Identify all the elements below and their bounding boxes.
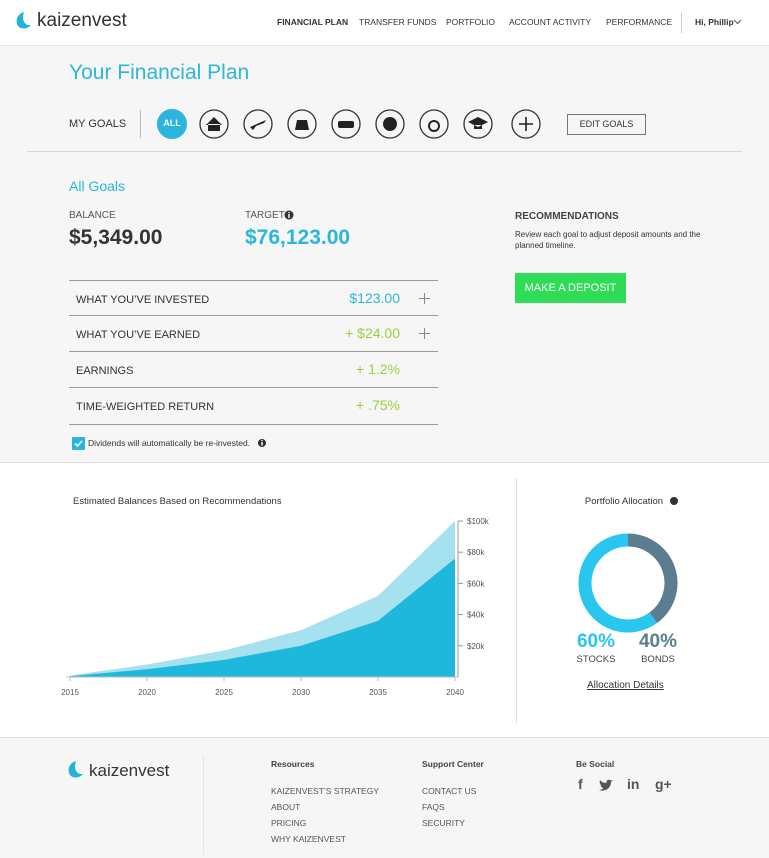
edit-goals-button[interactable]: EDIT GOALS (567, 114, 646, 135)
user-menu[interactable]: Hi, Phillip (695, 17, 734, 27)
y-tick-label: $100k (467, 517, 490, 526)
chart-title: Portfolio Allocation (585, 496, 663, 507)
value-label: 60% (577, 631, 615, 652)
page-title: Your Financial Plan (69, 61, 250, 84)
recommendations-text: Review each goal to adjust deposit amoun… (515, 230, 701, 250)
row-value: + .75% (356, 397, 400, 413)
info-icon[interactable] (670, 497, 678, 505)
separator (681, 13, 682, 33)
social-icon[interactable]: f (578, 776, 583, 792)
footer-heading: Resources (271, 759, 315, 769)
goals-label: MY GOALS (69, 118, 127, 130)
target: $76,123.00 (245, 226, 351, 249)
y-tick-label: $60k (467, 579, 485, 588)
target-label: TARGET (245, 210, 285, 221)
logo-icon (68, 761, 83, 778)
nav-item[interactable]: FINANCIAL PLAN (277, 17, 349, 27)
nav-item[interactable]: PORTFOLIO (446, 17, 495, 27)
allocation-chart: Portfolio Allocation 60% STOCKS 40% BONDS (577, 496, 678, 665)
value-label: 40% (639, 631, 677, 652)
social-icon[interactable]: in (627, 776, 640, 792)
recommendations-title: RECOMMENDATIONS (515, 211, 619, 222)
summary-row: WHAT YOU’VE EARNED + $24.00 (69, 315, 438, 351)
x-tick-label: 2030 (292, 688, 310, 697)
row-label: TIME-WEIGHTED RETURN (76, 401, 215, 413)
goal-all[interactable] (157, 109, 187, 139)
donut-segment (578, 533, 658, 633)
summary-row: WHAT YOU’VE INVESTED $123.00 (69, 280, 438, 316)
footer-link[interactable]: FAQS (422, 802, 445, 812)
footer-link[interactable]: PRICING (271, 818, 307, 828)
y-tick-label: $40k (467, 611, 485, 620)
footer-link[interactable]: CONTACT US (422, 786, 477, 796)
footer-link[interactable]: KAIZENVEST’S STRATEGY (271, 786, 380, 796)
row-value: + 1.2% (356, 361, 400, 377)
section-heading: All Goals (69, 178, 126, 194)
allocation-link[interactable]: Allocation Details (587, 680, 664, 691)
expand-icon[interactable] (419, 328, 430, 339)
nav-item[interactable]: TRANSFER FUNDS (359, 17, 437, 27)
footer-link[interactable]: SECURITY (422, 818, 465, 828)
separator (203, 755, 204, 855)
goal-icons (157, 109, 541, 139)
row-value: $123.00 (349, 290, 400, 306)
balance: $5,349.00 (69, 226, 163, 249)
footer-link[interactable]: WHY KAIZENVEST (271, 834, 346, 844)
dividends-note: Dividends will automatically be re-inves… (88, 438, 251, 448)
row-value: + $24.00 (345, 325, 400, 341)
footer-heading: Support Center (422, 759, 484, 769)
y-tick-label: $20k (467, 642, 485, 651)
nav-item[interactable]: ACCOUNT ACTIVITY (509, 17, 592, 27)
social-icon[interactable]: g+ (655, 776, 672, 792)
nav-item[interactable]: PERFORMANCE (606, 17, 673, 27)
chevron (733, 19, 742, 25)
separator (140, 110, 141, 138)
balance-chart: Estimated Balances Based on Recommendati… (61, 496, 490, 697)
x-tick-label: 2035 (369, 688, 387, 697)
info-icon[interactable] (257, 438, 267, 448)
legend-label: STOCKS (577, 654, 616, 665)
twitter-icon[interactable] (598, 779, 614, 793)
x-tick-label: 2040 (446, 688, 464, 697)
row-label: EARNINGS (76, 365, 134, 377)
info-icon[interactable] (284, 210, 294, 220)
footer-heading: Be Social (576, 759, 615, 769)
summary-row: EARNINGS + 1.2% (69, 351, 438, 387)
divider (27, 151, 742, 152)
chart-title: Estimated Balances Based on Recommendati… (73, 496, 282, 507)
footer-link[interactable]: ABOUT (271, 802, 301, 812)
donut-segment (627, 533, 678, 624)
x-tick-label: 2020 (138, 688, 156, 697)
footer-logo: kaizenvest (89, 761, 170, 780)
area (70, 558, 455, 677)
y-tick-label: $80k (467, 548, 485, 557)
row-label: WHAT YOU’VE INVESTED (76, 294, 210, 306)
divider (0, 737, 769, 738)
table-border (69, 424, 438, 425)
goal-all-label[interactable]: ALL (163, 118, 181, 128)
row-label: WHAT YOU’VE EARNED (76, 329, 201, 341)
header (0, 0, 769, 46)
summary-row: TIME-WEIGHTED RETURN + .75% (69, 387, 438, 423)
logo: kaizenvest (37, 10, 127, 31)
deposit-button[interactable]: MAKE A DEPOSIT (515, 273, 626, 303)
separator (516, 478, 517, 723)
logo-icon (16, 12, 31, 29)
checkbox[interactable] (72, 437, 85, 450)
x-tick-label: 2025 (215, 688, 233, 697)
legend-label: BONDS (641, 654, 675, 665)
expand-icon[interactable] (419, 293, 430, 304)
balance-label: BALANCE (69, 210, 116, 221)
x-tick-label: 2015 (61, 688, 79, 697)
